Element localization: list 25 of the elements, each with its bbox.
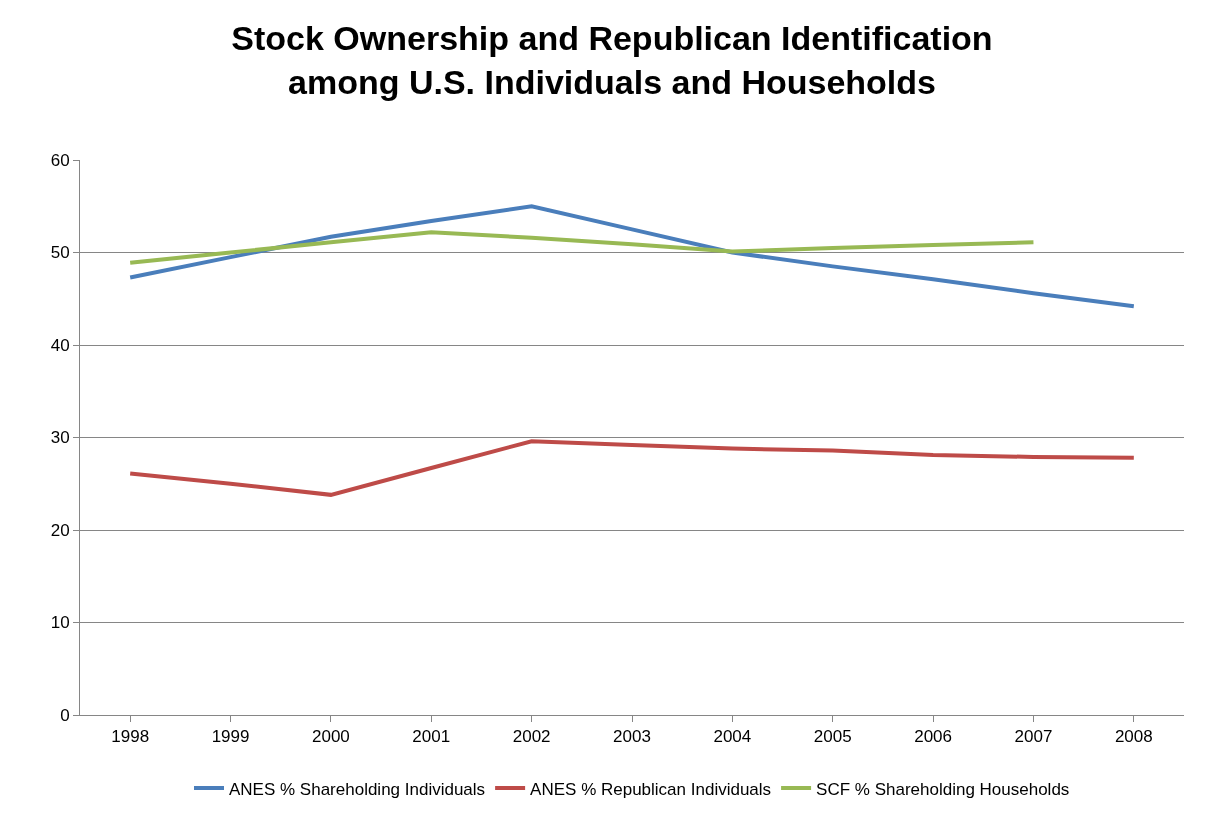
chart-title: Stock Ownership and Republican Identification among U.S. Individuals and Households bbox=[231, 18, 993, 101]
y-tick-label: 60 bbox=[50, 150, 70, 170]
x-tick-label: 2006 bbox=[914, 727, 952, 747]
x-tick-label: 2005 bbox=[813, 727, 852, 747]
x-tick-label: 2003 bbox=[613, 727, 651, 747]
x-tick-label: 1999 bbox=[211, 727, 250, 747]
legend-label: ANES % Shareholding Individuals bbox=[229, 779, 486, 799]
line-series bbox=[128, 230, 1036, 265]
x-tick-label: 2007 bbox=[1014, 727, 1053, 747]
legend-label: ANES % Republican Individuals bbox=[530, 779, 772, 799]
line-series bbox=[128, 439, 1136, 497]
x-tick-label: 2002 bbox=[512, 727, 551, 747]
y-tick-label: 0 bbox=[60, 705, 70, 725]
y-tick-label: 50 bbox=[50, 243, 70, 263]
y-tick-label: 30 bbox=[50, 428, 70, 448]
line-series bbox=[128, 204, 1136, 309]
x-tick-label: 2001 bbox=[412, 727, 451, 747]
legend-label: SCF % Shareholding Households bbox=[816, 779, 1070, 799]
y-tick-label: 40 bbox=[50, 335, 70, 355]
x-tick-label: 2008 bbox=[1114, 727, 1153, 747]
y-tick-label: 20 bbox=[50, 520, 70, 540]
x-tick-label: 2004 bbox=[713, 727, 752, 747]
y-tick-label: 10 bbox=[50, 613, 70, 633]
x-tick-label: 2000 bbox=[312, 727, 350, 747]
x-tick-label: 1998 bbox=[111, 727, 150, 747]
